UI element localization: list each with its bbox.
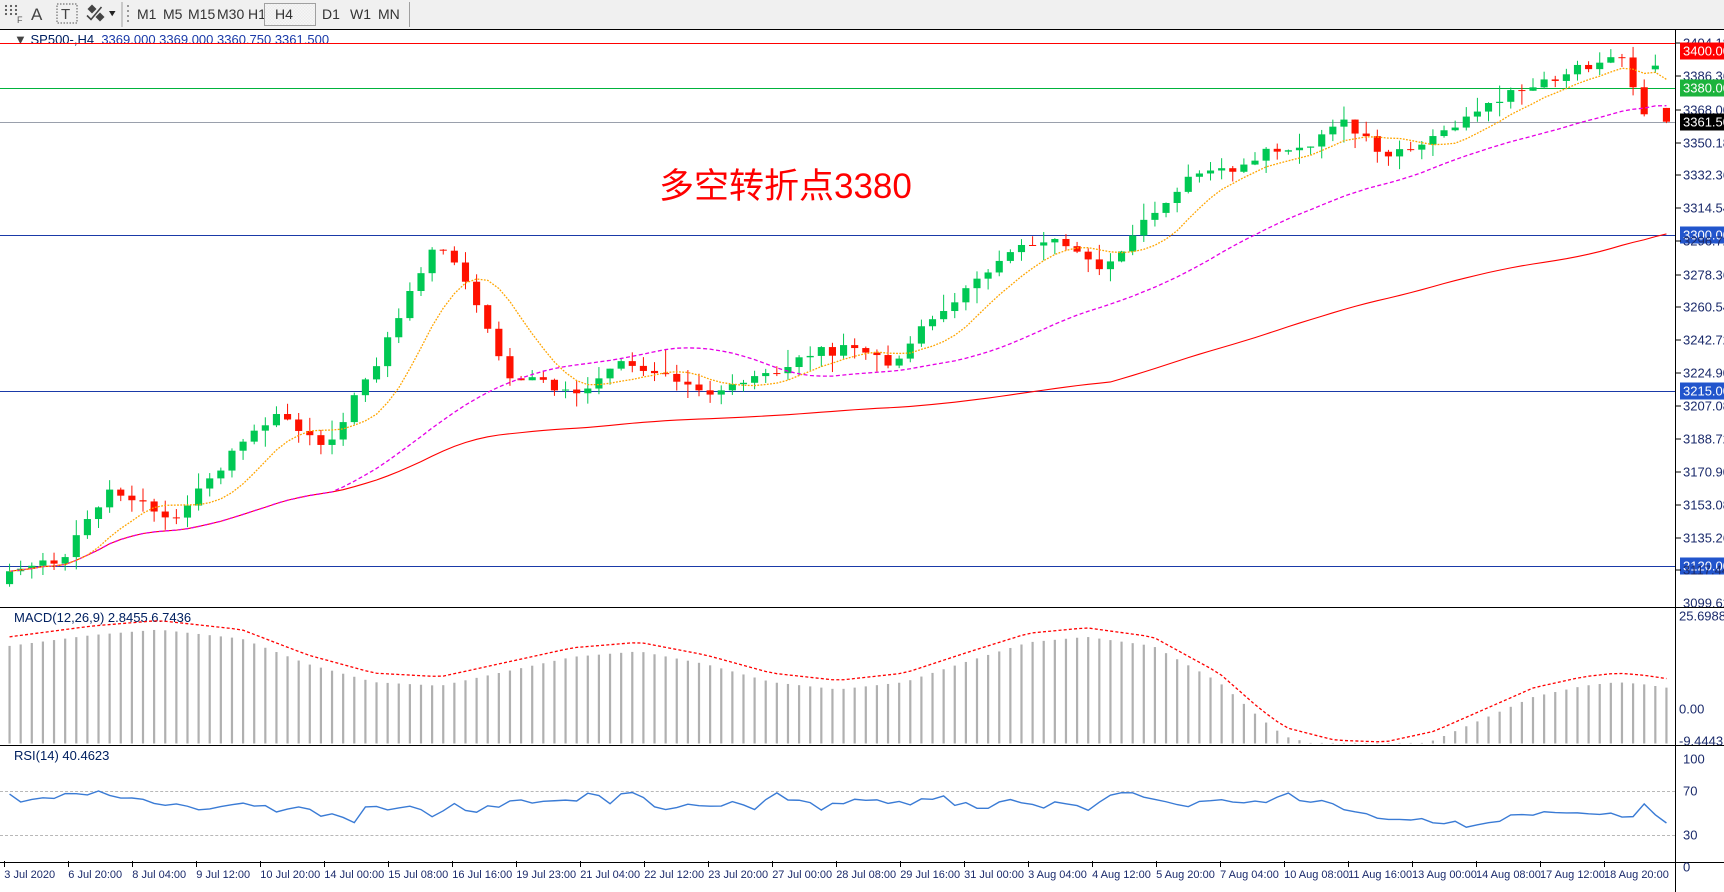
- svg-text:F: F: [17, 15, 23, 25]
- svg-text:A: A: [31, 5, 43, 24]
- svg-text:T: T: [61, 6, 70, 23]
